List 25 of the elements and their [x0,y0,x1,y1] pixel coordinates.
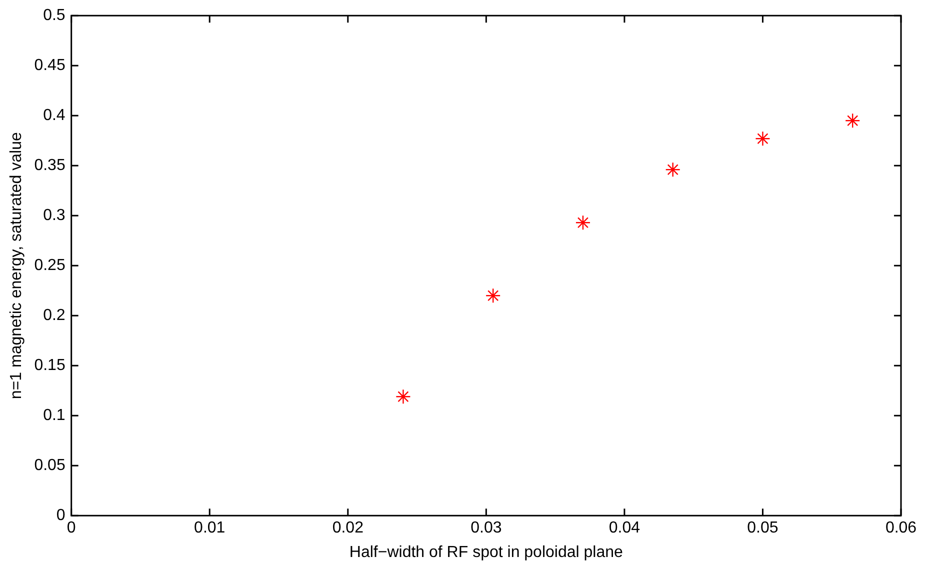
x-axis-title: Half−width of RF spot in poloidal plane [349,544,624,561]
x-tick-label: 0.03 [470,520,502,537]
y-tick-label: 0.35 [34,157,66,174]
y-tick-label: 0.5 [43,7,66,24]
y-tick-label: 0.05 [34,457,66,474]
point [755,131,770,146]
y-tick-label: 0.45 [34,57,66,74]
x-tick-label: 0.06 [885,520,917,537]
y-tick-label: 0.2 [43,307,66,324]
x-tick-label: 0.05 [747,520,778,537]
point [485,288,501,304]
y-tick-label: 0.1 [43,407,66,424]
x-tick-label: 0.02 [332,520,364,537]
y-tick-label: 0.4 [43,107,66,124]
y-tick-label: 0.3 [43,207,66,224]
y-tick-label: 0.25 [34,257,66,274]
point [575,215,591,230]
point [665,162,680,178]
y-tick-label: 0 [56,507,66,524]
point [845,113,860,128]
y-tick-label: 0.15 [34,357,66,374]
x-tick-label: 0.01 [194,520,226,537]
point [396,389,411,404]
y-axis-title: n=1 magnetic energy, saturated value [8,132,26,400]
x-tick-label: 0.04 [608,520,640,537]
